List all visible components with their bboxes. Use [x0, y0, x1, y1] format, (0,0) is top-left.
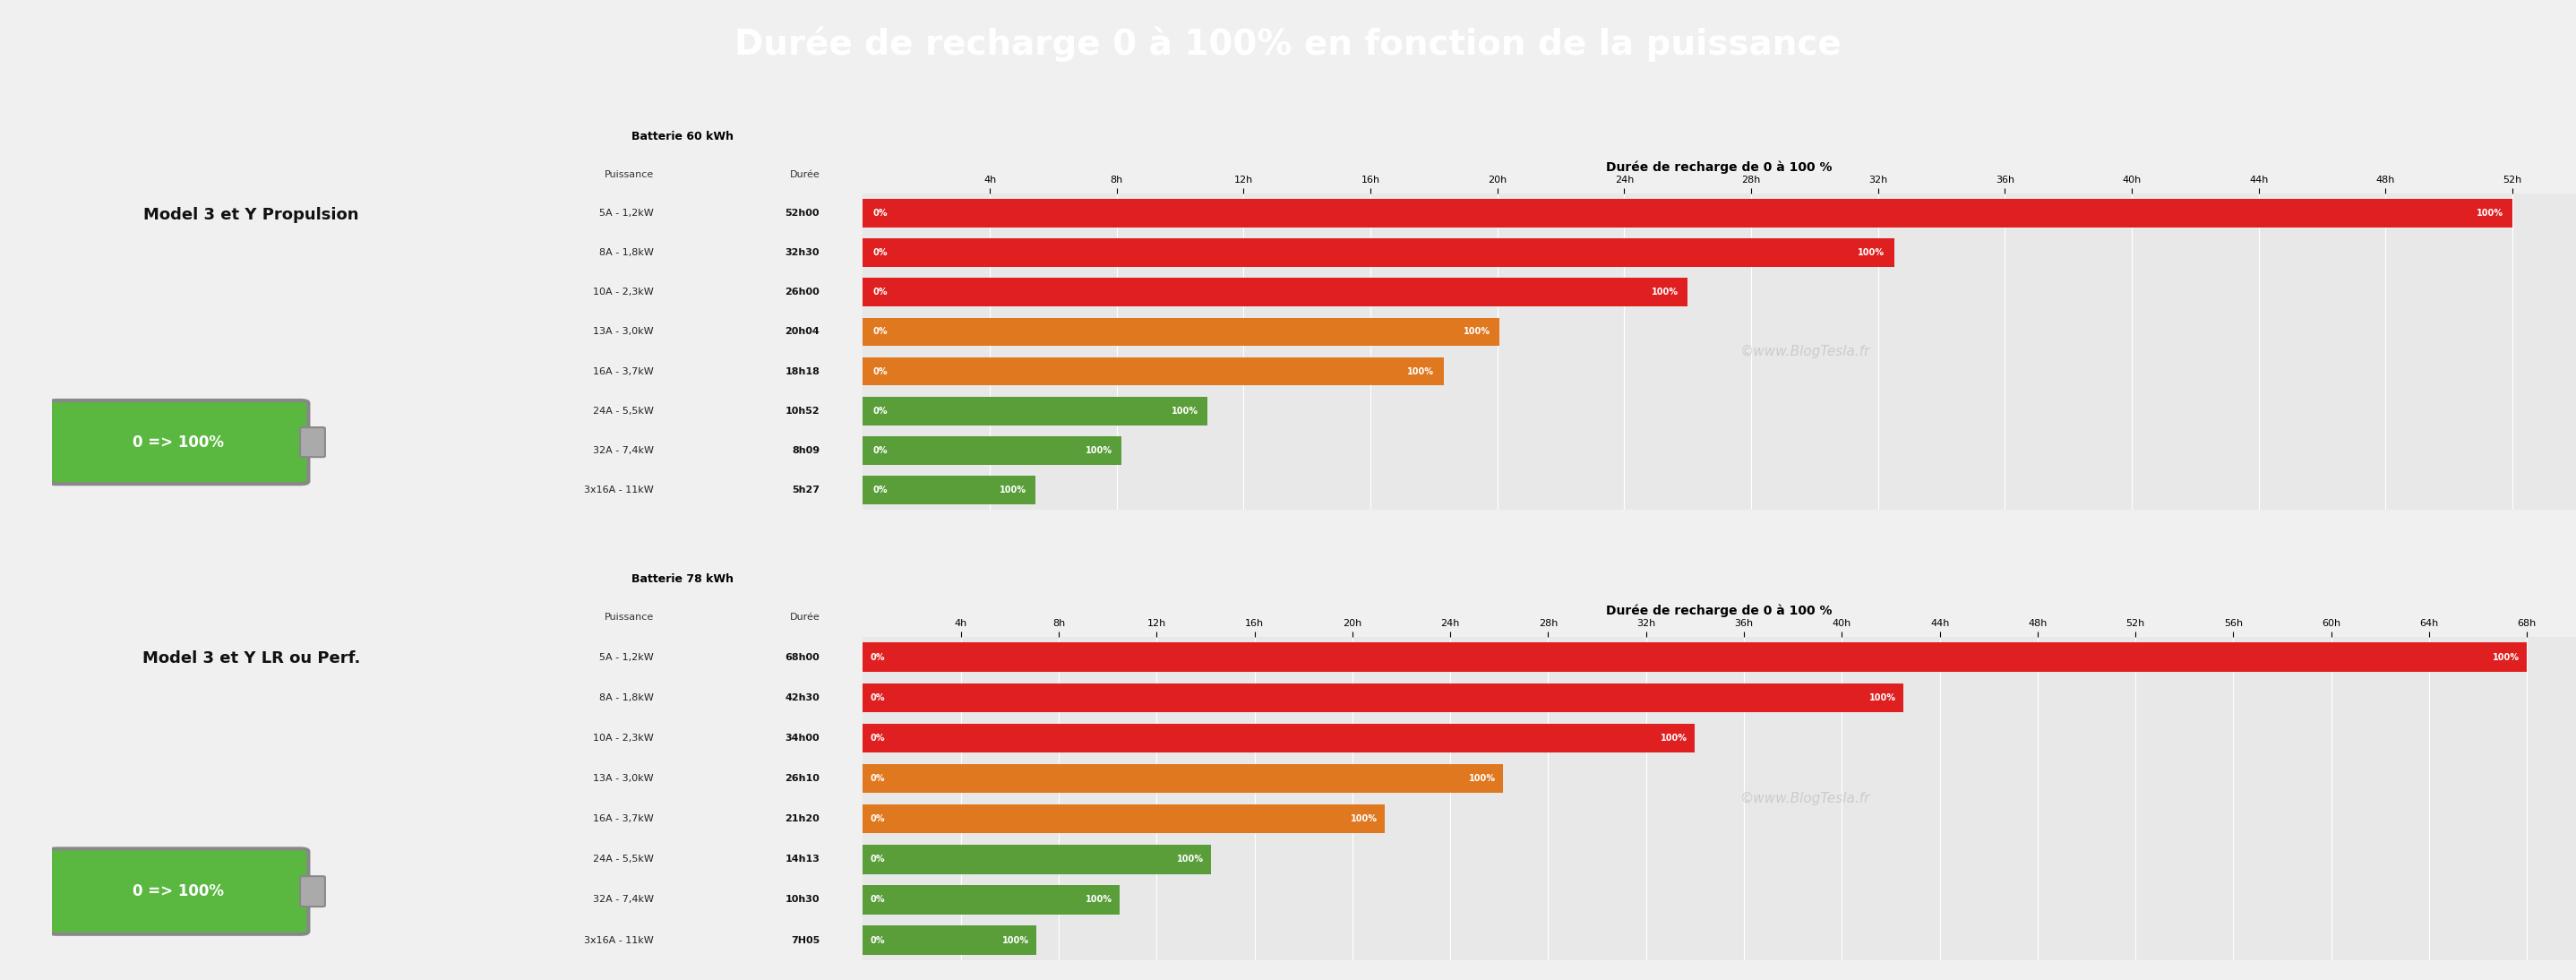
FancyBboxPatch shape: [49, 401, 309, 484]
Text: 18h18: 18h18: [786, 367, 819, 375]
Text: 3x16A - 11kW: 3x16A - 11kW: [585, 485, 654, 494]
Text: 26h00: 26h00: [786, 288, 819, 297]
Text: 0%: 0%: [873, 446, 886, 455]
Text: 0%: 0%: [873, 327, 886, 336]
FancyBboxPatch shape: [301, 876, 325, 907]
Text: 0%: 0%: [873, 288, 886, 297]
Bar: [863, 436, 1121, 465]
Text: 13A - 3,0kW: 13A - 3,0kW: [592, 327, 654, 336]
Text: 10A - 2,3kW: 10A - 2,3kW: [592, 734, 654, 743]
Text: 10h30: 10h30: [786, 896, 819, 905]
Text: 32A - 7,4kW: 32A - 7,4kW: [592, 446, 654, 455]
FancyBboxPatch shape: [301, 427, 325, 457]
Text: 0 => 100%: 0 => 100%: [134, 434, 224, 450]
Text: 5h27: 5h27: [791, 485, 819, 494]
Text: 100%: 100%: [1468, 774, 1497, 783]
Bar: [863, 357, 1443, 385]
Text: 100%: 100%: [999, 485, 1025, 494]
Text: 100%: 100%: [2476, 209, 2504, 218]
Text: 100%: 100%: [1651, 288, 1677, 297]
Text: 100%: 100%: [1084, 896, 1113, 905]
Text: 100%: 100%: [1350, 814, 1378, 823]
Bar: [863, 278, 1687, 307]
FancyBboxPatch shape: [49, 849, 309, 934]
Text: 24A - 5,5kW: 24A - 5,5kW: [592, 407, 654, 416]
Text: 42h30: 42h30: [786, 693, 819, 702]
Text: 0%: 0%: [873, 209, 886, 218]
Text: 100%: 100%: [1084, 446, 1113, 455]
Text: 0%: 0%: [873, 248, 886, 258]
Text: 100%: 100%: [1177, 855, 1203, 863]
Bar: [863, 885, 1121, 914]
Text: 7H05: 7H05: [791, 936, 819, 945]
Text: Batterie 60 kWh: Batterie 60 kWh: [631, 131, 734, 142]
Text: Durée de recharge 0 à 100% en fonction de la puissance: Durée de recharge 0 à 100% en fonction d…: [734, 26, 1842, 62]
Text: 5A - 1,2kW: 5A - 1,2kW: [600, 209, 654, 218]
Text: 3x16A - 11kW: 3x16A - 11kW: [585, 936, 654, 945]
Text: ©www.BlogTesla.fr: ©www.BlogTesla.fr: [1739, 792, 1870, 806]
Text: 100%: 100%: [1172, 407, 1198, 416]
Text: 0%: 0%: [871, 653, 886, 662]
Bar: [863, 318, 1499, 346]
Text: 100%: 100%: [1868, 693, 1896, 702]
Text: 32h30: 32h30: [786, 248, 819, 258]
Text: 68h00: 68h00: [786, 653, 819, 662]
Text: 0%: 0%: [871, 896, 886, 905]
Text: 8h09: 8h09: [791, 446, 819, 455]
Bar: [863, 805, 1386, 833]
Text: 0%: 0%: [873, 485, 886, 494]
Text: 16A - 3,7kW: 16A - 3,7kW: [592, 367, 654, 375]
Text: 16A - 3,7kW: 16A - 3,7kW: [592, 814, 654, 823]
Text: Model 3 et Y Propulsion: Model 3 et Y Propulsion: [144, 207, 358, 222]
Text: 0%: 0%: [873, 367, 886, 375]
Bar: [863, 475, 1036, 504]
Text: 32A - 7,4kW: 32A - 7,4kW: [592, 896, 654, 905]
Text: 8A - 1,8kW: 8A - 1,8kW: [600, 248, 654, 258]
Text: 34h00: 34h00: [786, 734, 819, 743]
Text: 100%: 100%: [1002, 936, 1028, 945]
Bar: [863, 238, 1893, 267]
Text: 100%: 100%: [1463, 327, 1489, 336]
Text: 100%: 100%: [1857, 248, 1886, 258]
Bar: [863, 926, 1036, 955]
Text: 13A - 3,0kW: 13A - 3,0kW: [592, 774, 654, 783]
Bar: [863, 845, 1211, 874]
Text: Puissance: Puissance: [605, 613, 654, 622]
Title: Durée de recharge de 0 à 100 %: Durée de recharge de 0 à 100 %: [1607, 605, 1832, 617]
Bar: [863, 683, 1904, 712]
Text: 52h00: 52h00: [786, 209, 819, 218]
Bar: [863, 723, 1695, 753]
Text: Puissance: Puissance: [605, 171, 654, 179]
Text: 100%: 100%: [1406, 367, 1435, 375]
Text: 0%: 0%: [871, 936, 886, 945]
Text: 0 => 100%: 0 => 100%: [134, 883, 224, 900]
Text: 24A - 5,5kW: 24A - 5,5kW: [592, 855, 654, 863]
Text: 21h20: 21h20: [786, 814, 819, 823]
Text: 100%: 100%: [1662, 734, 1687, 743]
Text: Model 3 et Y LR ou Perf.: Model 3 et Y LR ou Perf.: [142, 651, 361, 666]
Bar: [863, 643, 2527, 671]
Text: 0%: 0%: [871, 814, 886, 823]
Text: ©www.BlogTesla.fr: ©www.BlogTesla.fr: [1739, 345, 1870, 359]
Text: 10A - 2,3kW: 10A - 2,3kW: [592, 288, 654, 297]
Title: Durée de recharge de 0 à 100 %: Durée de recharge de 0 à 100 %: [1607, 161, 1832, 173]
Bar: [863, 764, 1504, 793]
Text: 14h13: 14h13: [786, 855, 819, 863]
Text: Durée: Durée: [788, 613, 819, 622]
Text: 0%: 0%: [871, 855, 886, 863]
Text: 5A - 1,2kW: 5A - 1,2kW: [600, 653, 654, 662]
Text: Batterie 78 kWh: Batterie 78 kWh: [631, 573, 734, 585]
Bar: [863, 397, 1208, 425]
Text: 0%: 0%: [871, 734, 886, 743]
Text: 0%: 0%: [873, 407, 886, 416]
Bar: [863, 199, 2512, 227]
Text: 20h04: 20h04: [786, 327, 819, 336]
Text: 0%: 0%: [871, 693, 886, 702]
Text: 0%: 0%: [871, 774, 886, 783]
Text: 8A - 1,8kW: 8A - 1,8kW: [600, 693, 654, 702]
Text: Durée: Durée: [788, 171, 819, 179]
Text: 26h10: 26h10: [786, 774, 819, 783]
Text: 10h52: 10h52: [786, 407, 819, 416]
Text: 100%: 100%: [2494, 653, 2519, 662]
